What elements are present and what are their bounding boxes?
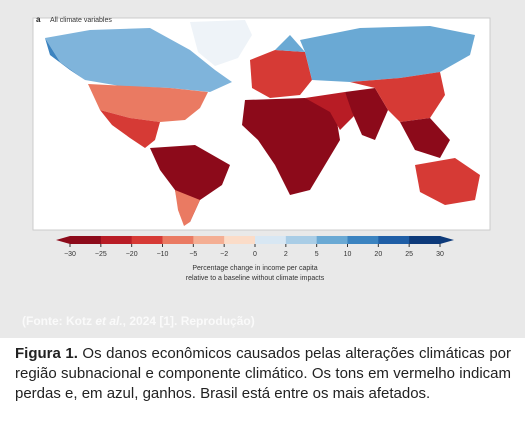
source-note: (Fonte: Kotz et al., 2024 [1]. Reproduçã… — [22, 314, 255, 328]
greenland — [190, 20, 252, 66]
colorbar-end — [56, 236, 70, 244]
colorbar-tick-label: 30 — [436, 251, 444, 258]
africa — [242, 98, 340, 195]
russia — [300, 26, 475, 82]
mexico — [100, 110, 160, 148]
europe — [250, 50, 312, 98]
southeast-asia — [400, 118, 450, 158]
colorbar-segment — [100, 236, 133, 244]
colorbar-segment — [409, 236, 441, 244]
colorbar-tick-label: 0 — [253, 251, 257, 258]
colorbar-tick-label: 20 — [374, 251, 382, 258]
source-text: , 2024 [1]. Reprodução) — [122, 314, 255, 328]
colorbar-tick-label: 25 — [405, 251, 413, 258]
canada — [45, 28, 232, 92]
south-cone — [175, 190, 200, 226]
panel-label: a — [36, 15, 41, 24]
colorbar-tick-label: −30 — [64, 251, 76, 258]
figure-area: a All climate variables −30 −25 −20 −10 −5 −2… — [0, 0, 525, 338]
colorbar-segment — [347, 236, 379, 244]
colorbar: −30 −25 −20 −10 −5 −2 0 2 5 10 20 25 30 — [56, 236, 454, 258]
colorbar-segment — [224, 236, 256, 244]
figure: a All climate variables −30 −25 −20 −10 −5 −2… — [32, 15, 491, 282]
colorbar-segment — [316, 236, 348, 244]
colorbar-segment — [193, 236, 225, 244]
colorbar-tick-label: −5 — [189, 251, 197, 258]
colorbar-segment — [285, 236, 318, 244]
australia — [415, 158, 480, 205]
caption: Figura 1. Os danos econômicos causados p… — [15, 344, 511, 404]
colorbar-segment — [70, 236, 102, 244]
colorbar-label: relative to a baseline without climate i… — [186, 275, 325, 282]
colorbar-tick-label: −2 — [220, 251, 228, 258]
colorbar-segment — [255, 236, 287, 244]
south-asia — [345, 88, 388, 140]
middle-east — [305, 92, 355, 130]
china — [350, 72, 445, 122]
colorbar-tick-label: −25 — [95, 251, 107, 258]
colorbar-end — [440, 236, 454, 244]
source-italic: et al. — [95, 314, 123, 328]
colorbar-tick-label: 10 — [344, 251, 352, 258]
panel-title: All climate variables — [50, 17, 112, 24]
usa — [88, 84, 208, 122]
caption-text: Os danos econômicos causados pelas alter… — [15, 345, 512, 402]
colorbar-tick-label: 2 — [284, 251, 288, 258]
colorbar-segment — [131, 236, 163, 244]
colorbar-tick-label: −20 — [126, 251, 138, 258]
colorbar-segment — [162, 236, 194, 244]
scandinavia — [275, 35, 305, 52]
colorbar-tick-label: 5 — [315, 251, 319, 258]
south-america — [150, 145, 230, 222]
world-map — [45, 20, 480, 226]
colorbar-label: Percentage change in income per capita — [192, 265, 317, 272]
source-text: (Fonte: Kotz — [22, 314, 96, 328]
caption-label: Figura 1. — [15, 345, 78, 362]
colorbar-segment — [378, 236, 410, 244]
colorbar-tick-label: −10 — [157, 251, 169, 258]
